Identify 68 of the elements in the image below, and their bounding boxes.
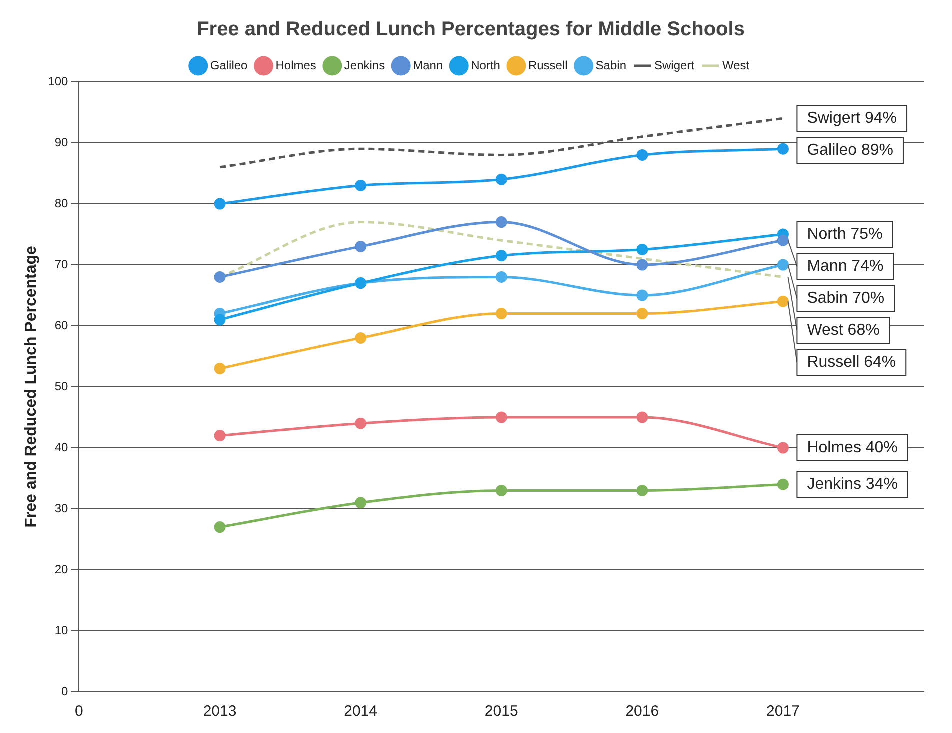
- x-tick-label: 2013: [203, 703, 237, 720]
- x-tick-label: 2015: [484, 703, 518, 720]
- point: [636, 412, 648, 424]
- y-tick-label: 100: [48, 74, 69, 88]
- point: [355, 332, 367, 344]
- annotation: Mann 74%: [807, 258, 884, 275]
- point: [496, 271, 508, 283]
- point: [214, 271, 226, 283]
- chart-title: Free and Reduced Lunch Percentages for Middle Schools: [197, 18, 745, 41]
- annotation: West 68%: [807, 322, 880, 339]
- point: [777, 442, 789, 454]
- point: [496, 250, 508, 262]
- y-tick-label: 30: [54, 501, 69, 516]
- point: [214, 314, 226, 326]
- point: [636, 244, 648, 256]
- point: [777, 143, 789, 155]
- point: [777, 234, 789, 246]
- annotation: Sabin 70%: [807, 290, 885, 307]
- point: [636, 149, 648, 161]
- annotation: North 75%: [807, 226, 883, 243]
- point: [496, 216, 508, 228]
- y-tick-label: 20: [54, 562, 69, 576]
- point: [214, 198, 226, 210]
- point: [636, 290, 648, 302]
- legend-label: Mann: [413, 58, 444, 72]
- x-tick-label: 0: [75, 703, 84, 720]
- point: [496, 308, 508, 320]
- x-tick-label: 2017: [766, 703, 800, 720]
- legend-label: Jenkins: [344, 58, 386, 72]
- annotation: Galileo 89%: [807, 142, 894, 160]
- point: [777, 259, 789, 271]
- y-tick-label: 0: [62, 684, 69, 698]
- annotation: Swigert 94%: [807, 110, 898, 128]
- y-tick-label: 50: [54, 379, 69, 394]
- annotation: Holmes 40%: [807, 439, 898, 456]
- legend-label: Holmes: [276, 58, 316, 72]
- x-tick-label: 2014: [344, 703, 378, 720]
- point: [355, 180, 367, 192]
- legend-label: Russell: [528, 58, 568, 72]
- point: [355, 240, 367, 252]
- legend-label: West: [722, 58, 750, 72]
- point: [636, 308, 648, 320]
- y-tick-label: 10: [54, 623, 69, 638]
- point: [496, 412, 508, 424]
- legend-label: Swigert: [654, 58, 696, 72]
- annotation: Jenkins 34%: [807, 476, 898, 494]
- point: [355, 418, 367, 430]
- y-tick-label: 70: [54, 257, 69, 272]
- legend-label: Sabin: [596, 58, 627, 72]
- point: [214, 362, 226, 374]
- y-axis-title: Free and Reduced Lunch Percentage: [23, 246, 40, 528]
- point: [214, 430, 226, 442]
- point: [636, 484, 648, 496]
- point: [355, 497, 367, 509]
- legend-label: North: [471, 58, 500, 72]
- point: [496, 174, 508, 186]
- y-tick-label: 40: [54, 440, 69, 454]
- point: [496, 484, 508, 496]
- y-tick-label: 90: [54, 135, 69, 150]
- x-tick-label: 2016: [626, 703, 660, 720]
- point: [636, 259, 648, 271]
- point: [214, 522, 226, 534]
- point: [777, 296, 789, 308]
- y-tick-label: 60: [54, 318, 69, 332]
- annotation: Russell 64%: [807, 354, 896, 371]
- legend-label: Galileo: [210, 58, 248, 72]
- y-tick-label: 80: [54, 196, 69, 210]
- point: [777, 478, 789, 490]
